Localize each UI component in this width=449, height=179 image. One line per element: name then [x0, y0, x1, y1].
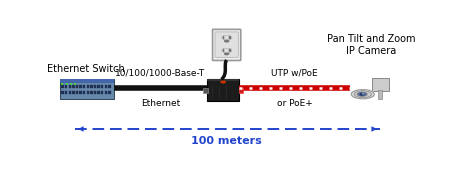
Bar: [62, 85, 64, 88]
Bar: [207, 79, 239, 81]
Bar: [229, 49, 231, 52]
FancyBboxPatch shape: [215, 32, 238, 57]
Bar: [65, 85, 67, 88]
Bar: [105, 91, 107, 94]
Bar: [223, 49, 224, 52]
Circle shape: [361, 93, 364, 95]
Bar: [72, 85, 75, 88]
Bar: [79, 85, 82, 88]
Circle shape: [359, 93, 365, 95]
Bar: [229, 36, 231, 39]
Bar: [87, 85, 89, 88]
Bar: [223, 36, 224, 39]
Bar: [239, 88, 243, 93]
Bar: [69, 91, 71, 94]
Circle shape: [224, 40, 229, 42]
Text: or PoE+: or PoE+: [277, 99, 313, 108]
Bar: [66, 83, 68, 85]
Text: 10/100/1000-Base-T: 10/100/1000-Base-T: [115, 68, 206, 77]
Bar: [83, 85, 85, 88]
Bar: [62, 91, 64, 94]
Bar: [378, 90, 382, 99]
Bar: [69, 85, 71, 88]
Text: UTP w/PoE: UTP w/PoE: [271, 68, 318, 77]
Bar: [108, 85, 111, 88]
Circle shape: [354, 91, 371, 98]
Bar: [90, 91, 92, 94]
FancyBboxPatch shape: [212, 29, 241, 61]
Bar: [79, 91, 82, 94]
Circle shape: [357, 92, 367, 96]
Bar: [203, 88, 208, 93]
FancyBboxPatch shape: [61, 81, 114, 100]
Bar: [97, 91, 100, 94]
FancyBboxPatch shape: [372, 78, 389, 91]
Circle shape: [362, 93, 364, 94]
Bar: [105, 85, 107, 88]
Text: Ethernet: Ethernet: [141, 99, 180, 108]
Bar: [74, 83, 76, 85]
Bar: [101, 91, 103, 94]
Bar: [87, 91, 89, 94]
Bar: [76, 85, 78, 88]
Bar: [97, 85, 100, 88]
Bar: [83, 91, 85, 94]
Text: Pan Tilt and Zoom
IP Camera: Pan Tilt and Zoom IP Camera: [327, 34, 415, 56]
Circle shape: [221, 81, 225, 83]
FancyBboxPatch shape: [60, 79, 114, 99]
Bar: [62, 83, 63, 85]
Text: 100 meters: 100 meters: [191, 136, 262, 146]
Bar: [65, 91, 67, 94]
Bar: [101, 85, 103, 88]
Circle shape: [351, 90, 374, 99]
Bar: [94, 91, 96, 94]
Bar: [72, 91, 75, 94]
Bar: [60, 79, 114, 83]
Circle shape: [224, 53, 229, 55]
Bar: [108, 91, 111, 94]
Bar: [94, 85, 96, 88]
Text: Ethernet Switch: Ethernet Switch: [47, 64, 124, 74]
Bar: [90, 85, 92, 88]
Bar: [76, 91, 78, 94]
FancyBboxPatch shape: [207, 79, 239, 101]
Bar: [70, 83, 72, 85]
